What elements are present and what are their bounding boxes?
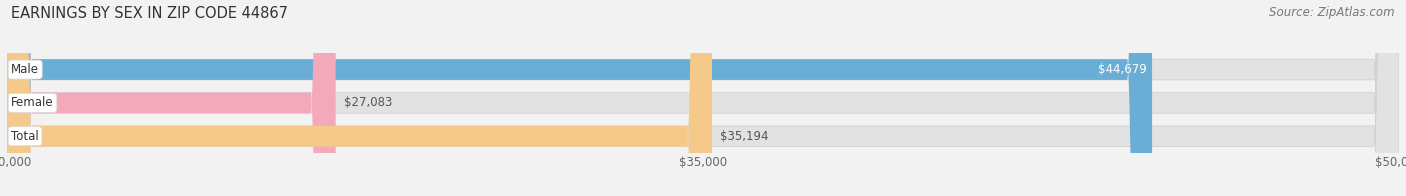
FancyBboxPatch shape [7, 0, 711, 196]
Text: $27,083: $27,083 [344, 96, 392, 109]
Text: Total: Total [11, 130, 39, 143]
Text: Female: Female [11, 96, 53, 109]
Text: $35,194: $35,194 [720, 130, 769, 143]
Text: Source: ZipAtlas.com: Source: ZipAtlas.com [1270, 6, 1395, 19]
Text: $44,679: $44,679 [1098, 63, 1146, 76]
FancyBboxPatch shape [7, 0, 1152, 196]
FancyBboxPatch shape [7, 0, 1399, 196]
FancyBboxPatch shape [7, 0, 1399, 196]
Text: Male: Male [11, 63, 39, 76]
FancyBboxPatch shape [7, 0, 1399, 196]
Text: EARNINGS BY SEX IN ZIP CODE 44867: EARNINGS BY SEX IN ZIP CODE 44867 [11, 6, 288, 21]
FancyBboxPatch shape [7, 0, 336, 196]
